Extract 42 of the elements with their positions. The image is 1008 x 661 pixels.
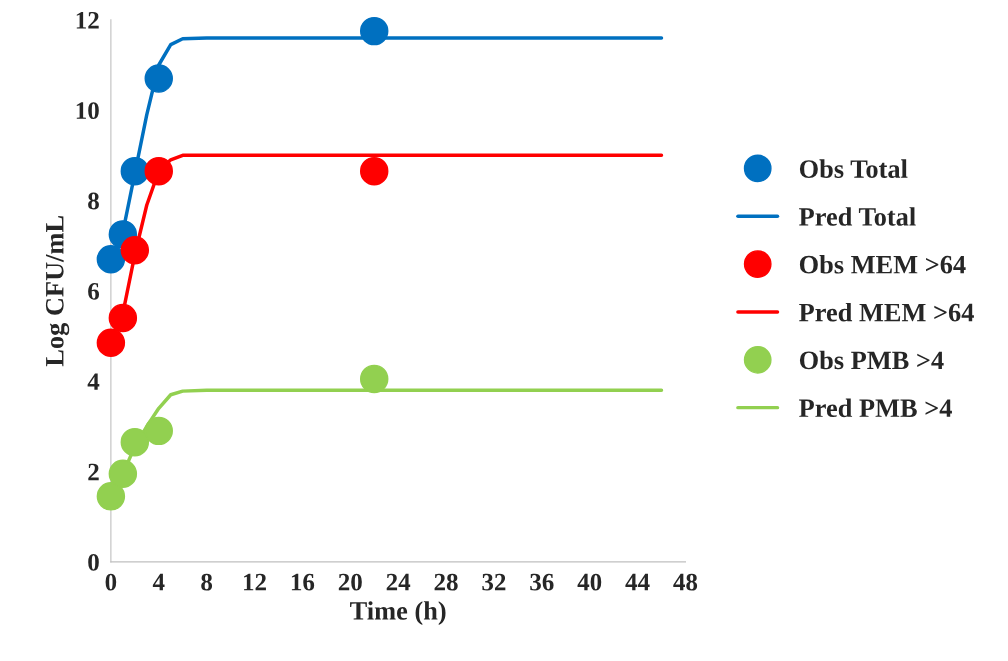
point [144, 156, 173, 186]
legend-label: Pred MEM >64 [799, 302, 974, 322]
x-tick-label: 48 [673, 573, 698, 591]
x-tick-label: 28 [434, 573, 458, 591]
point [120, 427, 150, 457]
point [144, 64, 173, 93]
y-tick-label: 0 [88, 553, 99, 571]
point [96, 244, 126, 274]
point [359, 156, 389, 186]
point [359, 364, 389, 394]
point [108, 303, 138, 333]
legend-label: Obs MEM >64 [799, 255, 966, 274]
y-tick-label: 6 [88, 282, 100, 300]
x-axis-title: Time (h) [350, 601, 446, 626]
x-tick-label: 0 [105, 573, 117, 591]
x-tick-label: 36 [530, 573, 554, 591]
x-tick-label: 44 [625, 573, 650, 591]
y-axis-title: Log CFU/mL [45, 216, 70, 367]
point [120, 235, 150, 265]
point [96, 328, 126, 358]
x-tick-label: 40 [577, 573, 602, 591]
x-tick-label: 32 [482, 573, 506, 591]
x-tick-label: 24 [386, 573, 411, 591]
y-tick-label: 2 [88, 463, 99, 481]
point [108, 459, 138, 489]
legend-label: Obs PMB >4 [799, 350, 944, 370]
x-tick-label: 12 [244, 573, 266, 591]
point [96, 482, 126, 511]
y-tick-label: 4 [87, 373, 100, 390]
point [144, 416, 173, 446]
x-tick-label: 8 [201, 573, 213, 591]
legend-label: Obs Total [799, 159, 908, 178]
x-tick-label: 4 [152, 573, 165, 591]
point [359, 16, 389, 46]
y-tick-label: 10 [76, 102, 99, 120]
y-tick-label: 12 [76, 11, 99, 29]
y-tick-label: 8 [88, 192, 99, 210]
x-tick-label: 16 [291, 573, 315, 591]
point [120, 156, 150, 186]
legend-label: Pred PMB >4 [799, 398, 952, 418]
x-tick-label: 20 [338, 573, 362, 591]
legend-label: Pred Total [799, 207, 916, 226]
